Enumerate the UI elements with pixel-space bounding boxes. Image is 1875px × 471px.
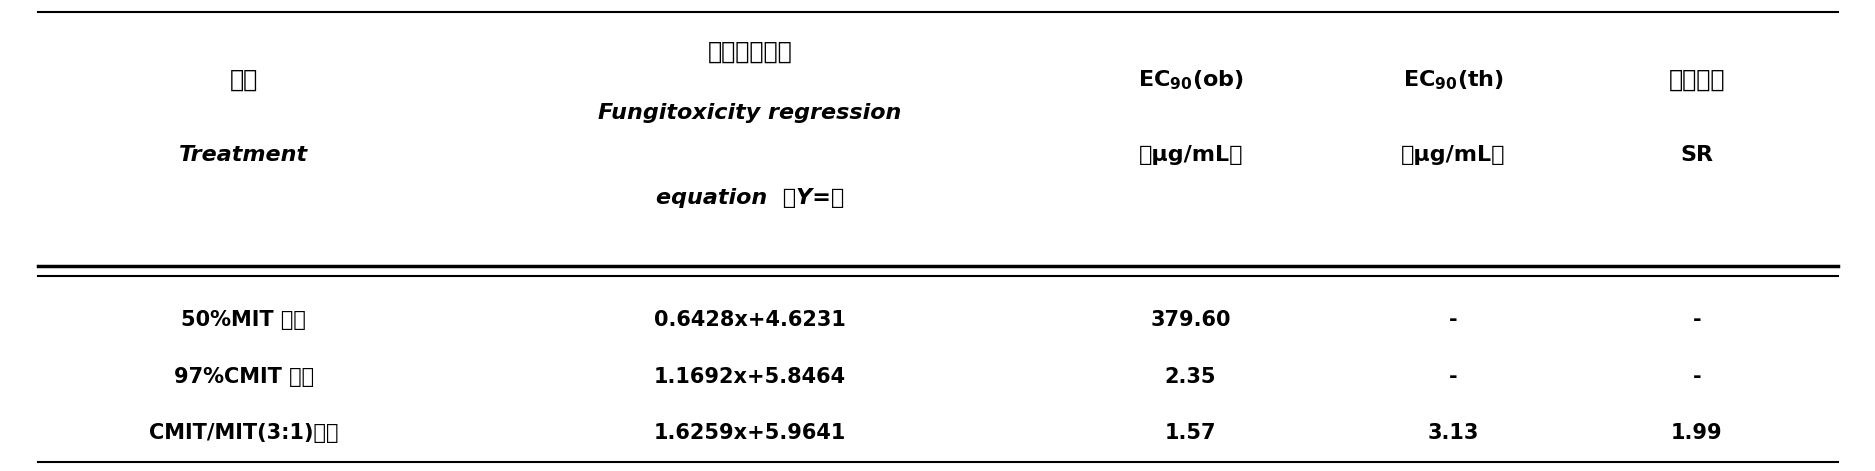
Text: -: - [1449, 367, 1457, 387]
Text: 增效系数: 增效系数 [1669, 68, 1725, 92]
Text: 毒力回归方程: 毒力回归方程 [707, 40, 793, 64]
Text: 3.13: 3.13 [1427, 423, 1479, 443]
Text: -: - [1693, 367, 1701, 387]
Text: -: - [1693, 310, 1701, 330]
Text: 97%CMIT 原药: 97%CMIT 原药 [174, 367, 313, 387]
Text: 1.57: 1.57 [1164, 423, 1217, 443]
Text: -: - [1449, 310, 1457, 330]
Text: $\mathregular{EC_{90}}$(th): $\mathregular{EC_{90}}$(th) [1402, 68, 1504, 92]
Text: 2.35: 2.35 [1164, 367, 1217, 387]
Text: 0.6428x+4.6231: 0.6428x+4.6231 [654, 310, 846, 330]
Text: $\mathregular{EC_{90}}$(ob): $\mathregular{EC_{90}}$(ob) [1138, 68, 1243, 92]
Text: （μg/mL）: （μg/mL） [1401, 146, 1506, 165]
Text: 1.6259x+5.9641: 1.6259x+5.9641 [654, 423, 846, 443]
Text: equation  （Y=）: equation （Y=） [656, 188, 844, 208]
Text: 1.1692x+5.8464: 1.1692x+5.8464 [654, 367, 846, 387]
Text: 1.99: 1.99 [1671, 423, 1723, 443]
Text: Treatment: Treatment [180, 146, 308, 165]
Text: 379.60: 379.60 [1151, 310, 1230, 330]
Text: 50%MIT 水剂: 50%MIT 水剂 [182, 310, 306, 330]
Text: Fungitoxicity regression: Fungitoxicity regression [598, 103, 902, 123]
Text: CMIT/MIT(3:1)水剂: CMIT/MIT(3:1)水剂 [148, 423, 339, 443]
Text: （μg/mL）: （μg/mL） [1138, 146, 1243, 165]
Text: SR: SR [1680, 146, 1714, 165]
Text: 处理: 处理 [229, 68, 259, 92]
